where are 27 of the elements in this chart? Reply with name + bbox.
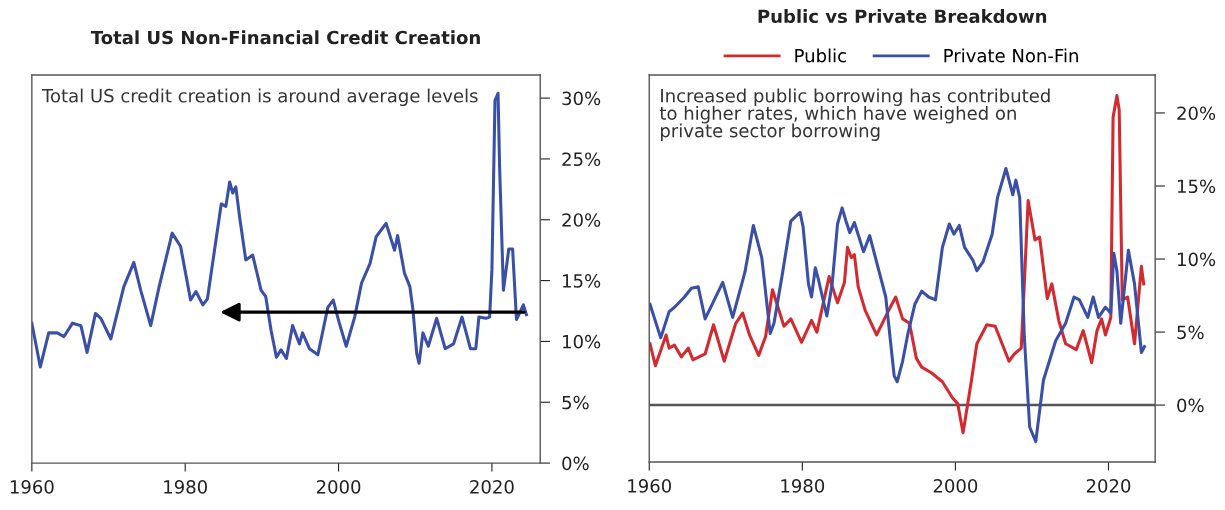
- y-tick-label: 15%: [1177, 179, 1216, 194]
- chart-title: Public vs Private Breakdown: [758, 9, 1047, 24]
- y-tick-label: 5%: [1177, 325, 1204, 340]
- y-tick-label: 15%: [563, 274, 601, 288]
- y-tick-label: 0%: [562, 456, 589, 471]
- x-tick-label: 1980: [781, 479, 825, 493]
- x-tick-label: 1960: [10, 480, 54, 494]
- y-tick-label: 10%: [1177, 252, 1216, 267]
- x-tick-label: 2020: [470, 480, 514, 494]
- x-tick-label: 2000: [316, 480, 361, 494]
- annotation: Total US credit creation is around average levels: [41, 88, 478, 107]
- y-tick-label: 0%: [1177, 398, 1204, 413]
- chart-title: Total US Non-Financial Credit Creation: [90, 30, 480, 45]
- y-tick-label: 20%: [562, 213, 601, 227]
- y-tick-label: 25%: [562, 152, 601, 167]
- legend-label: Private Non-Fin: [944, 48, 1078, 63]
- x-tick-label: 2000: [933, 479, 978, 493]
- y-tick-label: 20%: [1177, 106, 1216, 121]
- x-tick-label: 1960: [628, 479, 672, 493]
- x-tick-label: 1980: [164, 480, 207, 494]
- legend-label: Public: [795, 48, 846, 63]
- annotation: Increased public borrowing has contributed to higher rates, which have weighed on private sector borrowing: [659, 88, 1050, 141]
- line-series: [649, 166, 1146, 444]
- y-tick-label: 30%: [562, 91, 601, 106]
- y-tick-label: 10%: [563, 334, 601, 349]
- y-tick-label: 5%: [562, 395, 589, 410]
- x-tick-label: 2020: [1086, 479, 1131, 493]
